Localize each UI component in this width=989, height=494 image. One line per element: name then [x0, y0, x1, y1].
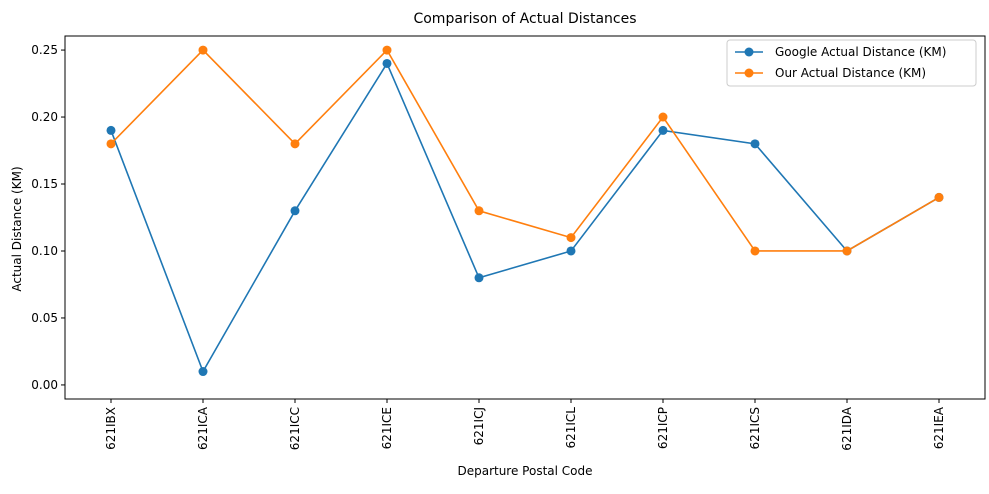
- data-point: [290, 139, 300, 149]
- y-tick-label: 0.05: [31, 311, 58, 325]
- series-group: [106, 45, 944, 256]
- data-point: [290, 206, 300, 216]
- data-point: [474, 273, 484, 283]
- chart-title: Comparison of Actual Distances: [413, 11, 636, 27]
- x-tick-label: 621ICS: [748, 407, 762, 449]
- y-tick-label: 0.00: [31, 378, 58, 392]
- plot-frame: [64, 35, 986, 400]
- x-tick-label: 621ICE: [380, 407, 394, 449]
- data-point: [750, 139, 760, 149]
- legend-label: Our Actual Distance (KM): [775, 66, 926, 80]
- series-layer: [106, 45, 944, 377]
- data-point: [198, 45, 208, 55]
- series-line: [110, 48, 940, 252]
- legend-box: [726, 39, 977, 87]
- data-point: [658, 125, 668, 135]
- data-point: [750, 246, 760, 256]
- x-tick-label: 621ICC: [288, 407, 302, 450]
- y-tick-label: 0.15: [31, 177, 58, 191]
- x-tick-label: 621IEA: [932, 406, 946, 449]
- x-axis-label: Departure Postal Code: [457, 464, 592, 478]
- data-point: [198, 367, 208, 377]
- data-point: [106, 139, 116, 149]
- x-tick-label: 621IBX: [104, 407, 118, 450]
- ticks-layer: 621IBX 621ICA 621ICC 621ICE 621ICJ 621ICL 621I…: [31, 43, 946, 451]
- data-point: [382, 58, 392, 68]
- data-point: [842, 246, 852, 256]
- legend-label: Google Actual Distance (KM): [775, 45, 946, 59]
- data-point: [934, 192, 944, 202]
- y-axis-label: Actual Distance (KM): [10, 166, 24, 291]
- data-point: [658, 112, 668, 122]
- data-point: [566, 233, 576, 243]
- legend-marker: [744, 47, 754, 57]
- x-tick-label: 621ICP: [656, 407, 670, 449]
- y-tick-label: 0.10: [31, 244, 58, 258]
- x-tick-label: 621ICA: [196, 406, 210, 450]
- x-tick-label: 621IDA: [840, 406, 854, 450]
- legend: Google Actual Distance (KM) Our Actual Di…: [726, 39, 977, 87]
- data-point: [106, 125, 116, 135]
- data-point: [382, 45, 392, 55]
- series-line: [110, 61, 940, 374]
- data-point: [566, 246, 576, 256]
- y-tick-label: 0.25: [31, 43, 58, 57]
- x-tick-label: 621ICJ: [472, 407, 486, 445]
- y-tick-label: 0.20: [31, 110, 58, 124]
- data-point: [474, 206, 484, 216]
- legend-marker: [744, 68, 754, 78]
- x-tick-label: 621ICL: [564, 407, 578, 449]
